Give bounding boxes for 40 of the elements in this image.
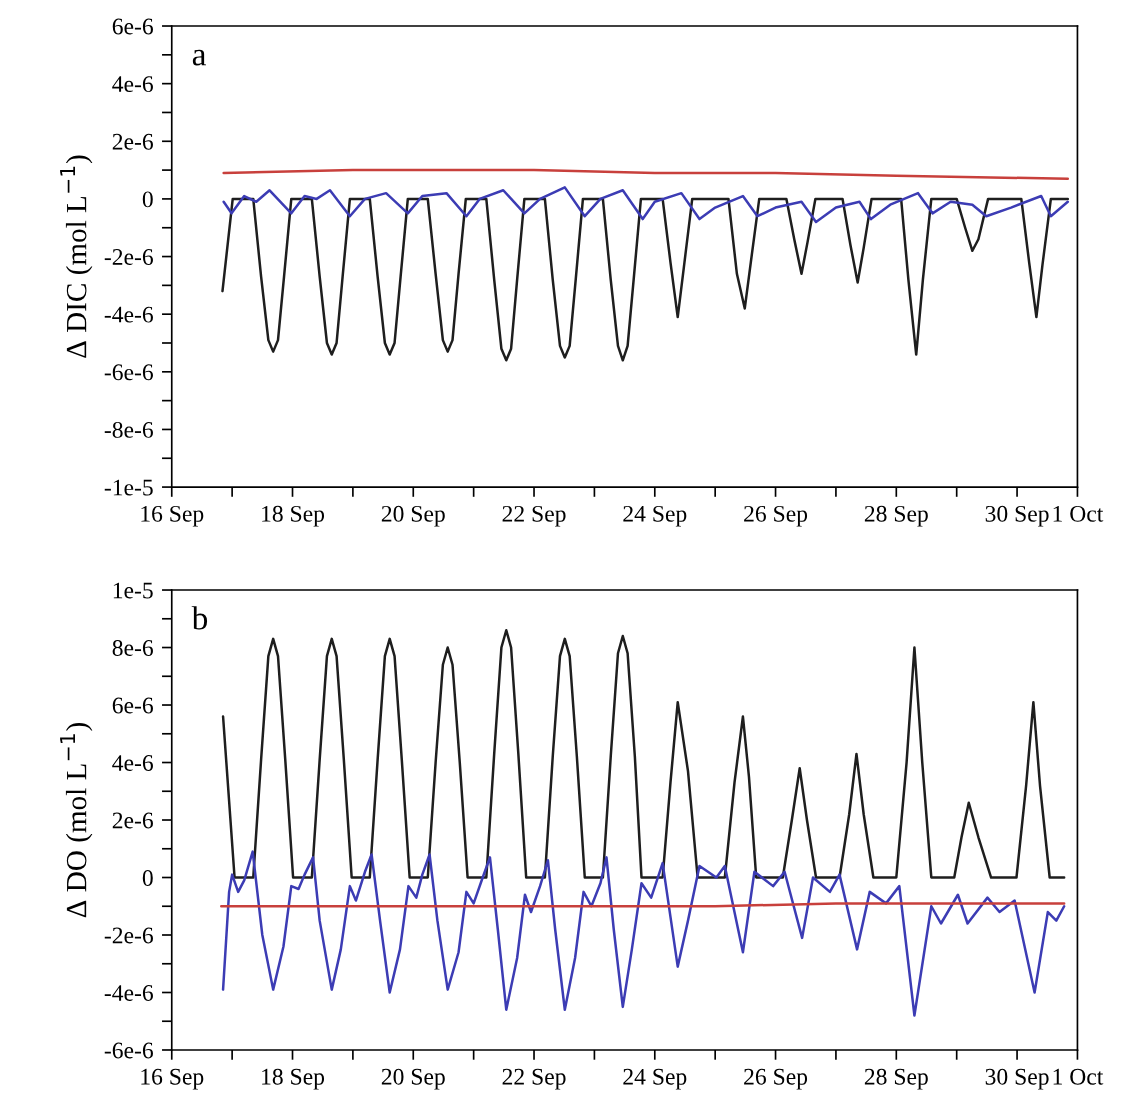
x-tick-label: 30 Sep [985,1068,1049,1090]
y-tick-label: -8e-6 [104,421,153,438]
x-tick-label: 1 Oct [1053,1068,1104,1085]
y-tick-label: 4e-6 [112,755,153,771]
annotation: a [192,49,207,66]
x-tick-label: 18 Sep [262,1068,325,1090]
x-tick-label: 26 Sep [744,505,808,527]
x-tick-label: 16 Sep [141,505,204,527]
x-tick-label: 20 Sep [381,505,445,527]
y-tick-label: 2e-6 [112,812,153,829]
y-tick-label: -2e-6 [104,927,153,944]
x-tick-label: 24 Sep [623,1068,687,1090]
y-tick-label: 0 [142,191,153,208]
x-tick-label: 22 Sep [502,1068,566,1090]
x-tick-label: 28 Sep [864,505,928,527]
y-tick-label: 6e-6 [112,697,153,714]
y-tick-label: -4e-6 [104,985,153,1001]
x-tick-label: 26 Sep [744,1068,808,1090]
y-tick-label: 1e-5 [113,582,153,599]
x-tick-label: 24 Sep [623,505,687,527]
y-tick-label: -6e-6 [104,364,153,381]
y-tick-label: 4e-6 [112,76,153,93]
y-axis-title: Δ DO (mol L$^{−1}$) [60,723,93,918]
y-tick-label: -2e-6 [104,249,153,265]
x-tick-label: 18 Sep [262,505,325,527]
y-tick-label: -4e-6 [104,306,153,323]
y-tick-label: 6e-6 [112,18,153,35]
y-tick-label: 2e-6 [112,133,153,150]
x-tick-label: 30 Sep [985,505,1049,527]
y-tick-label: -1e-5 [104,479,153,496]
x-tick-label: 20 Sep [381,1068,445,1090]
y-tick-label: 8e-6 [112,640,153,656]
x-tick-label: 1 Oct [1053,505,1104,522]
x-tick-label: 22 Sep [502,505,566,527]
annotation: b [191,606,208,630]
x-tick-label: 28 Sep [864,1068,928,1090]
y-tick-label: -6e-6 [104,1042,153,1059]
y-tick-label: 0 [142,870,153,886]
y-axis-title: Δ DIC (mol L$^{−1}$) [60,155,93,358]
x-tick-label: 16 Sep [141,1068,204,1090]
